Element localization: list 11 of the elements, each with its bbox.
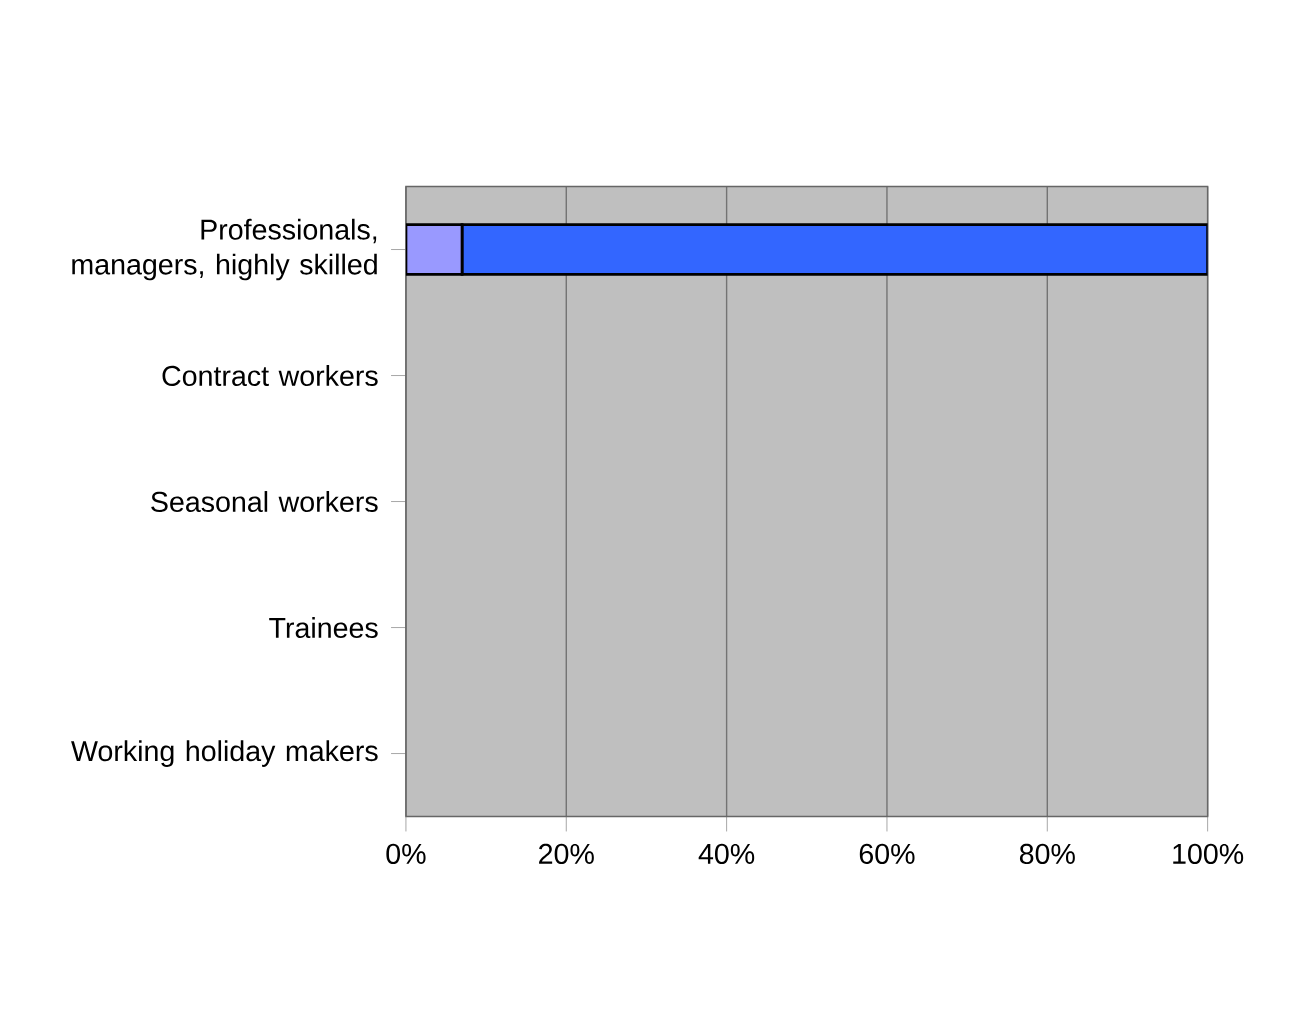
y-tick-label: Professionals, managers, highly skilled [72, 218, 377, 281]
x-tick-label: 40% [698, 843, 755, 865]
y-tick-label: Seasonal workers [151, 491, 378, 513]
x-tick-label: 100% [1173, 843, 1244, 865]
y-tick-label: Contract workers [162, 365, 378, 387]
x-tick-label: 60% [859, 843, 915, 865]
y-tick-label: Trainees [269, 617, 378, 639]
x-tick-label: 80% [1019, 843, 1075, 865]
x-tick-label: 0% [386, 843, 426, 865]
y-tick-label: Working holiday makers [71, 740, 378, 767]
x-tick-label: 20% [539, 843, 594, 865]
